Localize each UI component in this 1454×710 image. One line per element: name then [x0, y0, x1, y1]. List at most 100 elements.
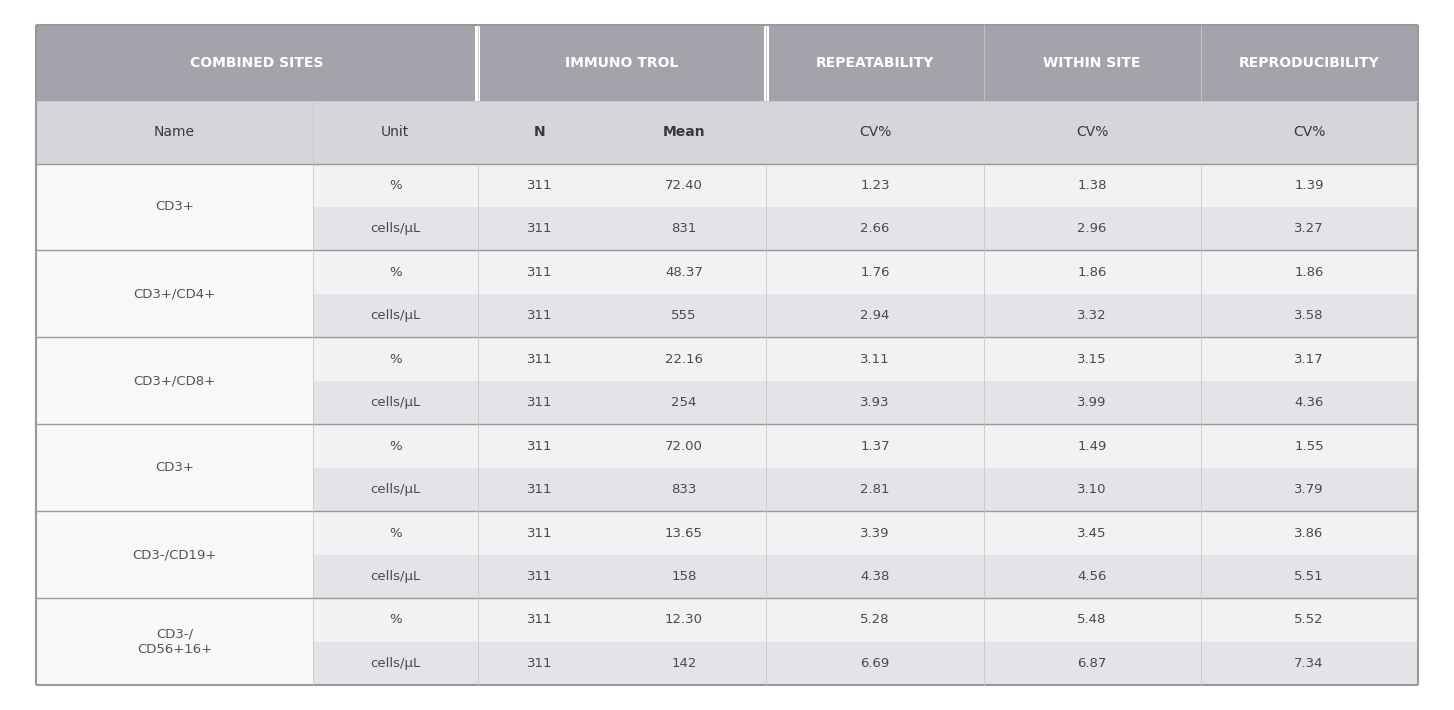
Text: 3.39: 3.39 [861, 527, 890, 540]
Text: %: % [388, 439, 401, 452]
Bar [766, 251, 983, 294]
Text: CD3+: CD3+ [156, 462, 193, 474]
Bar [36, 251, 313, 337]
Text: CV%: CV% [1293, 125, 1325, 139]
Text: 7.34: 7.34 [1294, 657, 1325, 670]
Bar [36, 337, 313, 425]
Bar [313, 294, 477, 337]
Text: 5.48: 5.48 [1077, 613, 1106, 626]
Bar [602, 425, 766, 468]
Bar [477, 642, 602, 685]
Text: 831: 831 [672, 222, 696, 235]
Bar [477, 468, 602, 511]
Bar [1201, 337, 1418, 381]
Text: 1.76: 1.76 [861, 266, 890, 279]
Text: %: % [388, 266, 401, 279]
Bar [983, 294, 1201, 337]
Text: CV%: CV% [1076, 125, 1108, 139]
Text: %: % [388, 613, 401, 626]
Bar [602, 337, 766, 381]
Text: 254: 254 [672, 396, 696, 409]
Text: 1.49: 1.49 [1077, 439, 1106, 452]
Text: CV%: CV% [859, 125, 891, 139]
Text: 3.10: 3.10 [1077, 483, 1106, 496]
Bar [983, 207, 1201, 251]
Text: 1.86: 1.86 [1077, 266, 1106, 279]
Bar [766, 207, 983, 251]
Text: 13.65: 13.65 [664, 527, 704, 540]
Bar [602, 642, 766, 685]
Bar [313, 163, 477, 207]
Text: 5.28: 5.28 [861, 613, 890, 626]
Text: 158: 158 [672, 570, 696, 583]
Bar [313, 642, 477, 685]
Bar [763, 25, 769, 101]
Bar [1201, 207, 1418, 251]
Text: 2.81: 2.81 [861, 483, 890, 496]
Bar [766, 642, 983, 685]
Text: 311: 311 [526, 657, 553, 670]
Text: 311: 311 [526, 309, 553, 322]
Bar [1201, 294, 1418, 337]
Text: N: N [534, 125, 545, 139]
Bar [983, 511, 1201, 555]
Bar [477, 294, 602, 337]
Text: 6.69: 6.69 [861, 657, 890, 670]
Text: 1.23: 1.23 [861, 179, 890, 192]
Bar [1201, 468, 1418, 511]
Bar [1201, 163, 1418, 207]
Text: CD3+: CD3+ [156, 200, 193, 214]
Text: 6.87: 6.87 [1077, 657, 1106, 670]
Text: 555: 555 [672, 309, 696, 322]
Text: cells/μL: cells/μL [369, 396, 420, 409]
Text: Mean: Mean [663, 125, 705, 139]
Text: 3.32: 3.32 [1077, 309, 1106, 322]
Bar [983, 163, 1201, 207]
Text: 3.45: 3.45 [1077, 527, 1106, 540]
Text: 12.30: 12.30 [664, 613, 704, 626]
Bar [983, 642, 1201, 685]
Text: 2.94: 2.94 [861, 309, 890, 322]
Bar [766, 425, 983, 468]
Text: 1.39: 1.39 [1294, 179, 1325, 192]
Text: WITHIN SITE: WITHIN SITE [1044, 56, 1141, 70]
Bar [36, 101, 1418, 163]
Bar [474, 25, 480, 101]
Bar [313, 207, 477, 251]
Bar [36, 25, 1418, 101]
Bar [766, 555, 983, 599]
Bar [477, 599, 602, 642]
Text: 2.96: 2.96 [1077, 222, 1106, 235]
Text: 311: 311 [526, 439, 553, 452]
Text: 3.17: 3.17 [1294, 353, 1325, 366]
Bar [602, 207, 766, 251]
Bar [477, 337, 602, 381]
Bar [602, 511, 766, 555]
Bar [1201, 642, 1418, 685]
Text: 311: 311 [526, 570, 553, 583]
Text: REPRODUCIBILITY: REPRODUCIBILITY [1239, 56, 1380, 70]
Text: 311: 311 [526, 222, 553, 235]
Bar [477, 425, 602, 468]
Bar [766, 511, 983, 555]
Text: 1.38: 1.38 [1077, 179, 1106, 192]
Bar [766, 381, 983, 425]
Text: 142: 142 [672, 657, 696, 670]
Text: 1.86: 1.86 [1294, 266, 1323, 279]
Text: 5.52: 5.52 [1294, 613, 1325, 626]
Text: REPEATABILITY: REPEATABILITY [816, 56, 933, 70]
Text: 311: 311 [526, 527, 553, 540]
Text: 1.37: 1.37 [861, 439, 890, 452]
Bar [313, 251, 477, 294]
Bar [983, 381, 1201, 425]
Text: cells/μL: cells/μL [369, 222, 420, 235]
Text: 311: 311 [526, 353, 553, 366]
Text: 3.15: 3.15 [1077, 353, 1106, 366]
Bar [983, 337, 1201, 381]
Bar [477, 511, 602, 555]
Bar [477, 163, 602, 207]
Bar [602, 468, 766, 511]
Text: 72.00: 72.00 [664, 439, 702, 452]
Text: 4.56: 4.56 [1077, 570, 1106, 583]
Bar [313, 425, 477, 468]
